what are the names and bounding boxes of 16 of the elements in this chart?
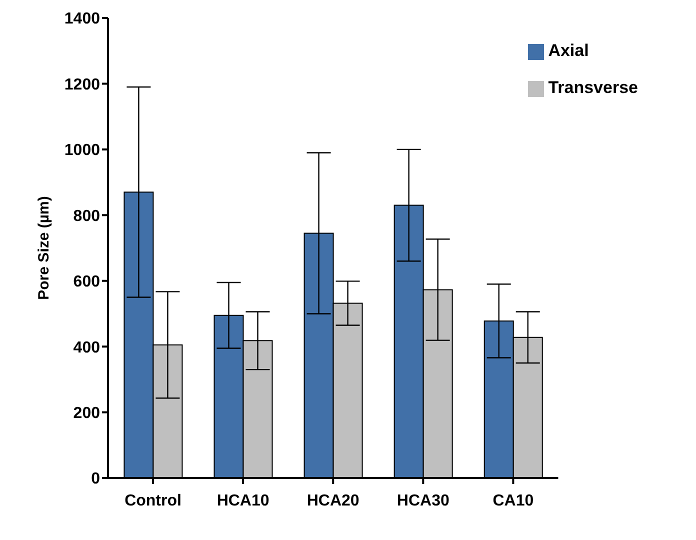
y-tick-label: 200 bbox=[73, 404, 100, 422]
y-tick-label: 0 bbox=[91, 470, 100, 488]
y-axis-title: Pore Size (µm) bbox=[35, 196, 52, 300]
x-tick-label: HCA30 bbox=[396, 492, 450, 510]
legend-label: Axial bbox=[548, 41, 589, 60]
legend-label: Transverse bbox=[548, 78, 638, 97]
y-tick-label: 400 bbox=[73, 339, 100, 356]
y-tick-label: 800 bbox=[73, 208, 100, 225]
y-tick-label: 1200 bbox=[64, 76, 100, 94]
x-tick-label: CA10 bbox=[492, 492, 534, 510]
x-tick-label: HCA20 bbox=[306, 492, 360, 510]
x-tick-label: HCA10 bbox=[216, 492, 270, 510]
x-tick-label: Control bbox=[124, 492, 182, 510]
y-tick-label: 1400 bbox=[64, 10, 100, 28]
y-tick-label: 1000 bbox=[64, 142, 100, 160]
y-tick-label: 600 bbox=[73, 274, 100, 291]
